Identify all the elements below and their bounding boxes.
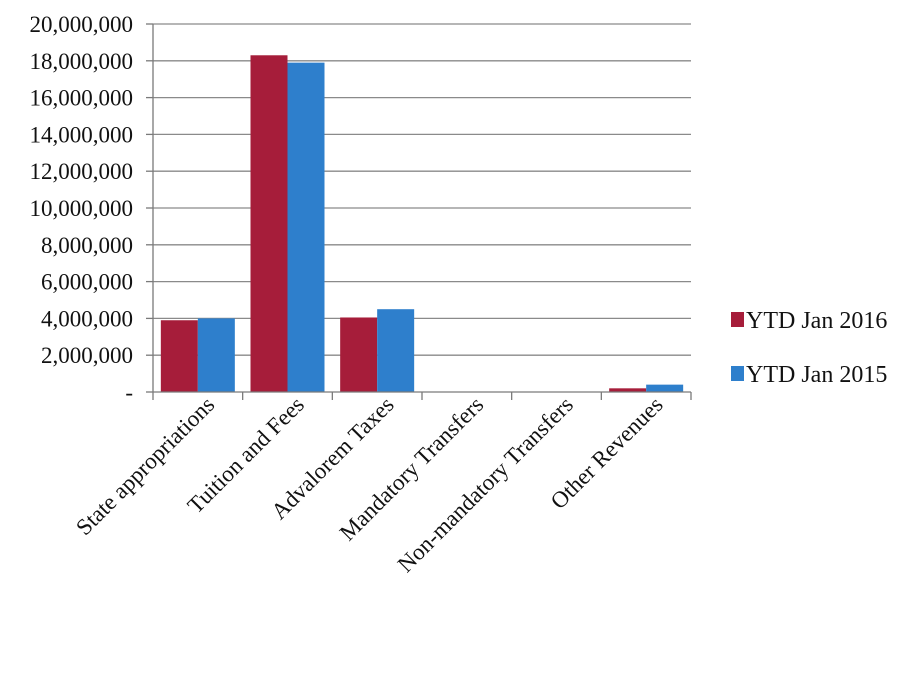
y-tick-label: 6,000,000 xyxy=(41,270,133,295)
y-tick-label: 10,000,000 xyxy=(30,196,134,221)
y-tick-label: - xyxy=(125,380,133,405)
bar-ytd-jan-2016 xyxy=(609,388,647,392)
bars xyxy=(160,55,684,392)
bar-ytd-jan-2015 xyxy=(197,318,235,392)
y-tick-label: 4,000,000 xyxy=(41,306,133,331)
y-tick-label: 16,000,000 xyxy=(30,86,134,111)
legend: YTD Jan 2016 YTD Jan 2015 xyxy=(731,308,887,388)
bar-ytd-jan-2015 xyxy=(377,309,415,392)
y-tick-label: 12,000,000 xyxy=(30,159,134,184)
legend-swatch xyxy=(731,312,744,327)
legend-swatch xyxy=(731,366,744,381)
y-tick-label: 18,000,000 xyxy=(30,49,134,74)
legend-label: YTD Jan 2016 xyxy=(746,308,887,334)
bar-ytd-jan-2016 xyxy=(250,55,288,392)
y-tick-label: 8,000,000 xyxy=(41,233,133,258)
y-axis-ticks: - 2,000,000 4,000,000 6,000,000 8,000,000 10,… xyxy=(30,12,134,405)
legend-label: YTD Jan 2015 xyxy=(746,362,887,388)
bar-ytd-jan-2015 xyxy=(287,62,325,392)
y-tick-label: 14,000,000 xyxy=(30,122,134,147)
bar-ytd-jan-2016 xyxy=(160,320,198,392)
x-category-label: State appropriations xyxy=(71,392,219,540)
grid-lines xyxy=(153,23,691,356)
y-tick-label: 20,000,000 xyxy=(30,12,134,37)
bar-ytd-jan-2015 xyxy=(646,384,684,392)
axes xyxy=(146,23,692,400)
bar-ytd-jan-2016 xyxy=(340,317,378,392)
y-tick-label: 2,000,000 xyxy=(41,343,133,368)
x-category-label: Non-mandatory Transfers xyxy=(393,392,578,577)
